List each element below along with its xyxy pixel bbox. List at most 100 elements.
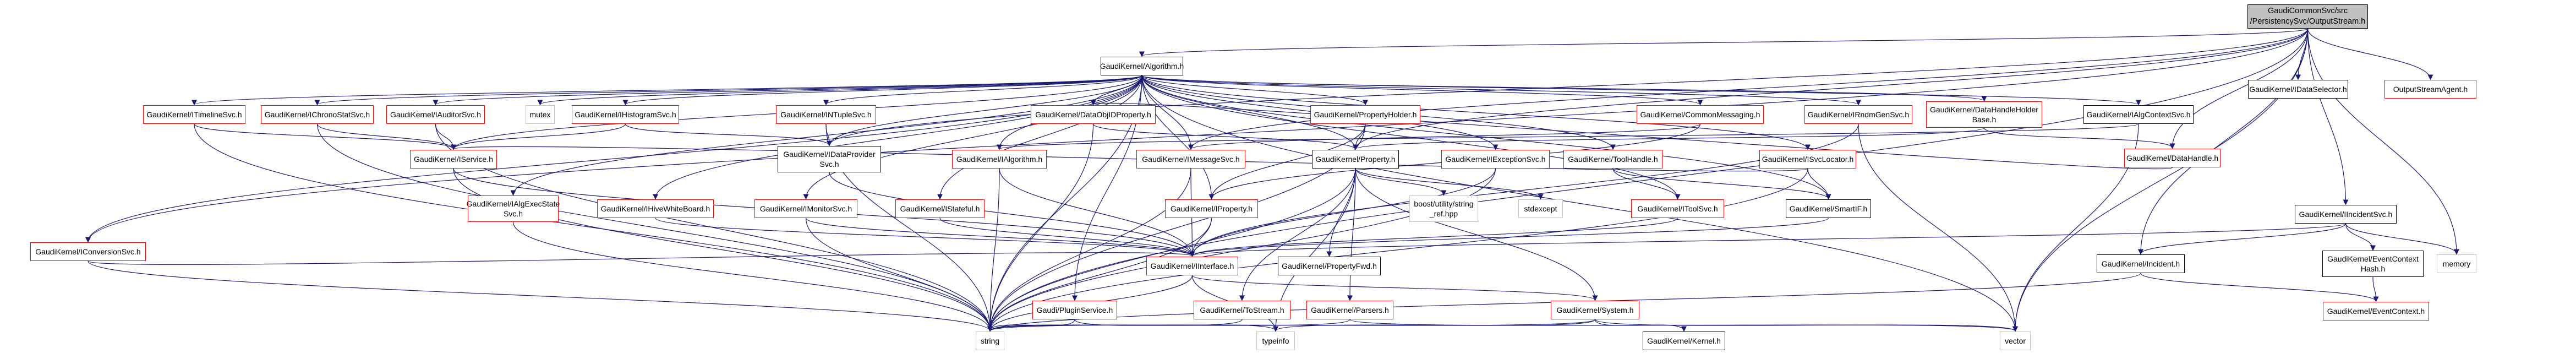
edge-dataobjidproperty-to-string [987,123,1094,332]
edge-root-to-outputstreamagent [2307,28,2433,80]
edge-root-to-memory [2307,28,2460,255]
graph-node-iexceptionsvc[interactable]: GaudiKernel/IExceptionSvc.h [1441,150,1550,169]
graph-node-root[interactable]: GaudiCommonSvc/src /PersistencySvc/Outpu… [2247,4,2368,29]
graph-node-stringref[interactable]: boost/utility/string _ref.hpp [1409,195,1478,222]
edge-irndmgensvc-to-iinterface [1189,123,1859,257]
edge-datahandleholderbase-to-datahandle [1983,127,2175,149]
edge-algorithm-to-commonmessaging [1141,75,1703,106]
graph-node-intuplesvc[interactable]: GaudiKernel/INTupleSvc.h [776,105,876,124]
edge-algorithm-to-property [1141,75,1359,150]
edge-iexceptionsvc-to-iinterface [1189,168,1496,257]
graph-node-mutex[interactable]: mutex [526,105,555,124]
edge-itimelinesvc-to-string [194,123,993,332]
edge-idataprovidersvc-to-iinterface [829,172,1195,257]
graph-node-datahandle[interactable]: GaudiKernel/DataHandle.h [2124,149,2220,167]
graph-node-ialgcontextsvc[interactable]: GaudiKernel/IAlgContextSvc.h [2083,105,2194,124]
graph-node-iincidentsvc[interactable]: GaudiKernel/IIncidentSvc.h [2295,205,2397,224]
graph-node-iconversionsvc[interactable]: GaudiKernel/IConversionSvc.h [30,242,146,261]
graph-node-ichronostatsvc[interactable]: GaudiKernel/IChronoStatSvc.h [261,105,374,124]
edge-ialgexecstatesvc-to-string [512,221,993,332]
graph-node-stdexcept[interactable]: stdexcept [1518,199,1563,218]
edge-algorithm-to-propertyholder [1141,75,1368,106]
edge-algorithm-to-vector [1141,75,2019,332]
graph-node-iservice[interactable]: GaudiKernel/IService.h [410,150,497,169]
edge-algorithm-to-imessagesvc [1141,75,1194,150]
graph-node-datahandleholderbase[interactable]: GaudiKernel/DataHandleHolder Base.h [1926,101,2042,128]
edge-property-to-system [1355,168,1598,301]
edge-root-to-datahandle [2169,28,2309,149]
edge-commonmessaging-to-imessagesvc [1188,123,1701,150]
edge-ialgcontextsvc-to-ialgorithm [997,123,2139,150]
graph-node-commonmessaging[interactable]: GaudiKernel/CommonMessaging.h [1637,105,1764,124]
edge-algorithm-to-iauditorsvc [433,75,1142,106]
graph-node-idataselector[interactable]: GaudiKernel/IDataSelector.h [2248,80,2348,99]
graph-node-outputstreamagent[interactable]: OutputStreamAgent.h [2384,80,2476,99]
graph-node-smartif[interactable]: GaudiKernel/SmartIF.h [1786,199,1871,218]
edge-algorithm-to-ichronostatsvc [314,75,1142,106]
edge-root-to-iincidentsvc [2307,28,2349,205]
graph-node-itoolsvc[interactable]: GaudiKernel/IToolSvc.h [1631,199,1724,218]
graph-node-property[interactable]: GaudiKernel/Property.h [1312,150,1399,169]
graph-node-isvclocator[interactable]: GaudiKernel/ISvcLocator.h [1759,150,1856,169]
graph-node-kernel[interactable]: GaudiKernel/Kernel.h [1643,332,1725,350]
graph-node-parsers[interactable]: GaudiKernel/Parsers.h [1306,301,1393,319]
edge-iconversionsvc-to-iinterface [87,251,1195,265]
edge-root-to-incident [2137,28,2309,255]
graph-node-iinterface[interactable]: GaudiKernel/IInterface.h [1146,257,1238,275]
edge-irndmgensvc-to-vector [1858,123,2019,332]
graph-node-ialgorithm[interactable]: GaudiKernel/IAlgorithm.h [952,150,1047,169]
edge-imessagesvc-to-string [987,168,1191,332]
graph-node-incident[interactable]: GaudiKernel/Incident.h [2097,254,2185,273]
edge-ihistogramsvc-to-iservice [451,123,626,150]
edge-system-to-string [987,319,1596,332]
edge-algorithm-to-ialgexecstatesvc [510,75,1142,196]
edge-system-to-vector [1594,319,2018,332]
graph-node-iproperty[interactable]: GaudiKernel/IProperty.h [1165,199,1258,218]
graph-node-system[interactable]: GaudiKernel/System.h [1551,301,1639,319]
edge-ialgcontextsvc-to-vector [2012,123,2139,332]
graph-node-pluginservice[interactable]: Gaudi/PluginService.h [1032,301,1117,319]
edge-ihistogramsvc-to-idataprovidersvc [625,123,832,146]
edge-root-to-imessagesvc [1188,28,2309,150]
graph-node-idataprovidersvc[interactable]: GaudiKernel/IDataProvider Svc.h [778,146,881,172]
graph-node-istateful[interactable]: GaudiKernel/IStateful.h [895,199,985,218]
edge-iincidentsvc-to-eventcontexthash [2345,223,2376,251]
graph-node-itimelinesvc[interactable]: GaudiKernel/ITimelineSvc.h [143,105,245,124]
graph-node-tostream[interactable]: GaudiKernel/ToStream.h [1194,301,1290,319]
edge-iauditorsvc-to-string [435,123,993,332]
edge-ialgorithm-to-string [987,168,1000,332]
edge-property-to-stdexcept [1355,168,1544,200]
graph-node-propertyholder[interactable]: GaudiKernel/PropertyHolder.h [1310,105,1420,124]
graph-node-memory[interactable]: memory [2437,254,2476,273]
edge-itimelinesvc-to-iservice [194,123,456,150]
edge-iinterface-to-system [1191,275,1598,301]
edge-iincidentsvc-to-memory [2345,223,2460,255]
graph-node-ihivewhiteboard[interactable]: GaudiKernel/IHiveWhiteBoard.h [597,199,714,218]
graph-node-typeinfo[interactable]: typeinfo [1256,332,1295,350]
edge-isvclocator-to-smartif [1807,168,1831,200]
graph-node-irndmgensvc[interactable]: GaudiKernel/IRndmGenSvc.h [1804,105,1912,124]
edge-propertyholder-to-iproperty [1208,123,1366,200]
edge-algorithm-to-imonitorsvc [803,75,1142,200]
edge-ichronostatsvc-to-iservice [316,123,457,150]
graph-node-iauditorsvc[interactable]: GaudiKernel/IAuditorSvc.h [386,105,485,124]
graph-node-vector[interactable]: vector [2000,332,2031,350]
graph-node-imonitorsvc[interactable]: GaudiKernel/IMonitorSvc.h [754,199,857,218]
edge-iincidentsvc-to-iinterface [1190,223,2347,257]
graph-node-string[interactable]: string [976,332,1004,350]
graph-node-eventcontexthash[interactable]: GaudiKernel/EventContext Hash.h [2322,251,2424,277]
edge-ialgorithm-to-iinterface [999,168,1195,257]
edge-algorithm-to-intuplesvc [823,75,1142,106]
edge-imonitorsvc-to-string [805,218,993,332]
graph-node-imessagesvc[interactable]: GaudiKernel/IMessageSvc.h [1136,150,1245,169]
graph-node-toolhandle[interactable]: GaudiKernel/ToolHandle.h [1563,150,1662,169]
graph-node-algorithm[interactable]: GaudiKernel/Algorithm.h [1100,57,1184,75]
edge-eventcontexthash-to-eventcontext [2372,276,2379,302]
graph-node-eventcontext[interactable]: GaudiKernel/EventContext.h [2323,302,2429,320]
graph-node-dataobjidproperty[interactable]: GaudiKernel/DataObjIDProperty.h [1031,105,1156,124]
graph-node-propertyfwd[interactable]: GaudiKernel/PropertyFwd.h [1278,257,1381,275]
graph-node-ialgexecstatesvc[interactable]: GaudiKernel/IAlgExecState Svc.h [467,195,560,222]
graph-node-ihistogramsvc[interactable]: GaudiKernel/IHistogramSvc.h [572,105,679,124]
edge-property-to-stringref [1355,168,1447,196]
